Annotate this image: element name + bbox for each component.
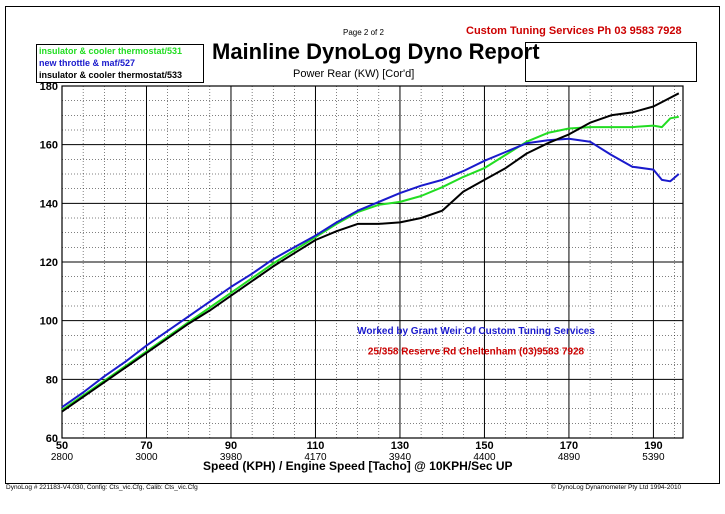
x-tick-speed-label: 110 (307, 440, 325, 452)
legend-entry-531: insulator & cooler thermostat/531 (39, 46, 183, 56)
y-tick-label: 120 (40, 257, 58, 269)
series-line-2 (61, 92, 680, 413)
x-tick-rpm-label: 5390 (642, 452, 665, 463)
report-frame (5, 6, 720, 484)
plot-border (61, 85, 684, 439)
legend-entry-533: insulator & cooler thermostat/533 (39, 70, 183, 80)
page-number: Page 2 of 2 (343, 28, 384, 37)
x-tick-speed-label: 130 (391, 440, 409, 452)
x-axis-label: Speed (KPH) / Engine Speed [Tacho] @ 10K… (203, 459, 513, 473)
chart-subtitle: Power Rear (KW) [Cor'd] (293, 68, 415, 80)
x-tick-rpm-label: 2800 (51, 452, 74, 463)
y-tick-label: 140 (40, 198, 58, 210)
x-tick-speed-label: 90 (225, 440, 237, 452)
series-line-1 (61, 137, 680, 409)
blank-info-box (525, 42, 697, 82)
y-tick-label: 160 (40, 140, 58, 152)
legend-entry-527: new throttle & maf/527 (39, 58, 136, 68)
chart-title: Mainline DynoLog Dyno Report (212, 39, 540, 64)
x-tick-rpm-label: 4890 (558, 452, 581, 463)
x-tick-rpm-label: 3980 (220, 452, 243, 463)
x-tick-rpm-label: 3940 (389, 452, 412, 463)
chart-legend: insulator & cooler thermostat/531 new th… (36, 44, 204, 83)
company-contact: Custom Tuning Services Ph 03 9583 7928 (466, 25, 682, 37)
series-line-0 (61, 115, 679, 411)
x-tick-speed-label: 170 (560, 440, 578, 452)
x-tick-speed-label: 50 (56, 440, 68, 452)
x-tick-speed-label: 190 (644, 440, 662, 452)
y-tick-label: 180 (40, 81, 58, 93)
x-tick-rpm-label: 4400 (473, 452, 496, 463)
chart-annotation-1: 25/358 Reserve Rd Cheltenham (03)9583 79… (368, 346, 585, 357)
footer-config: DynoLog # 221183-V4.030, Config: Cts_vic… (6, 484, 198, 491)
x-tick-rpm-label: 3000 (135, 452, 158, 463)
footer-copyright: © DynoLog Dynamometer Pty Ltd 1994-2010 (551, 484, 682, 491)
y-tick-label: 80 (46, 374, 58, 386)
y-tick-label: 60 (46, 433, 58, 445)
chart-annotation-0: Worked by Grant Weir Of Custom Tuning Se… (357, 326, 595, 337)
x-tick-speed-label: 70 (140, 440, 152, 452)
x-tick-speed-label: 150 (475, 440, 493, 452)
y-tick-label: 100 (40, 316, 58, 328)
x-tick-rpm-label: 4170 (304, 452, 327, 463)
